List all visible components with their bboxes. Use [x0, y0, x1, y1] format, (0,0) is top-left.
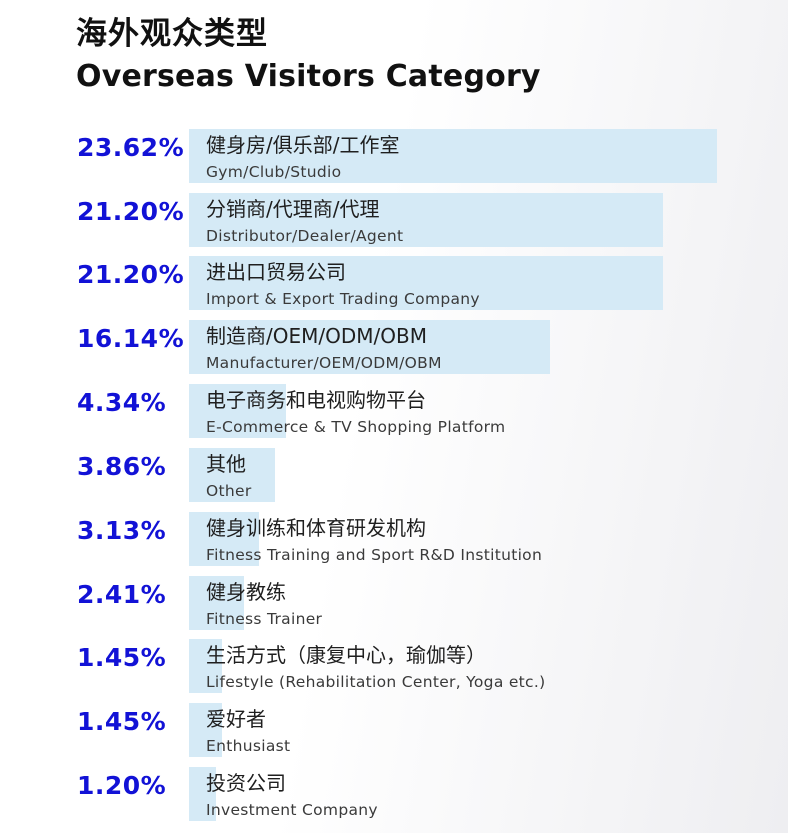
category-label-en: Manufacturer/OEM/ODM/OBM	[206, 354, 442, 372]
bar-row: 21.20% 分销商/代理商/代理 Distributor/Dealer/Age…	[0, 193, 788, 247]
bar	[189, 256, 663, 310]
category-label-zh: 进出口贸易公司	[206, 260, 346, 284]
percent-value: 1.45%	[77, 643, 167, 672]
bar-row: 4.34% 电子商务和电视购物平台 E-Commerce & TV Shoppi…	[0, 384, 788, 438]
bar	[189, 129, 717, 183]
bar-row: 23.62% 健身房/俱乐部/工作室 Gym/Club/Studio	[0, 129, 788, 183]
percent-value: 1.45%	[77, 707, 167, 736]
bar	[189, 512, 259, 566]
bar	[189, 576, 244, 630]
bar	[189, 703, 222, 757]
category-label-zh: 其他	[206, 452, 246, 476]
category-label-zh: 制造商/OEM/ODM/OBM	[206, 324, 427, 348]
bar	[189, 767, 216, 821]
category-label-zh: 生活方式（康复中心，瑜伽等）	[206, 643, 486, 667]
category-label-zh: 投资公司	[206, 771, 286, 795]
bar-row: 1.45% 生活方式（康复中心，瑜伽等） Lifestyle (Rehabili…	[0, 639, 788, 693]
category-label-en: Lifestyle (Rehabilitation Center, Yoga e…	[206, 673, 546, 691]
bar-row: 1.45% 爱好者 Enthusiast	[0, 703, 788, 757]
bar	[189, 639, 222, 693]
category-label-zh: 分销商/代理商/代理	[206, 197, 380, 221]
percent-value: 3.86%	[77, 452, 167, 481]
category-label-en: Import & Export Trading Company	[206, 290, 480, 308]
category-label-zh: 电子商务和电视购物平台	[206, 388, 426, 412]
bar-row: 1.20% 投资公司 Investment Company	[0, 767, 788, 821]
category-label-en: Gym/Club/Studio	[206, 163, 342, 181]
bar	[189, 320, 550, 374]
bar	[189, 448, 275, 502]
category-label-en: Investment Company	[206, 801, 378, 819]
category-label-zh: 健身教练	[206, 580, 286, 604]
percent-value: 1.20%	[77, 771, 167, 800]
percent-value: 4.34%	[77, 388, 167, 417]
category-label-en: E-Commerce & TV Shopping Platform	[206, 418, 506, 436]
category-label-zh: 爱好者	[206, 707, 266, 731]
percent-value: 16.14%	[77, 324, 185, 353]
page-title-zh: 海外观众类型	[76, 16, 268, 52]
bar-row: 2.41% 健身教练 Fitness Trainer	[0, 576, 788, 630]
percent-value: 3.13%	[77, 516, 167, 545]
percent-value: 23.62%	[77, 133, 185, 162]
category-label-en: Fitness Training and Sport R&D Instituti…	[206, 546, 543, 564]
bar-row: 21.20% 进出口贸易公司 Import & Export Trading C…	[0, 256, 788, 310]
bar	[189, 193, 663, 247]
bar-row: 16.14% 制造商/OEM/ODM/OBM Manufacturer/OEM/…	[0, 320, 788, 374]
category-label-zh: 健身训练和体育研发机构	[206, 516, 426, 540]
bar-row: 3.13% 健身训练和体育研发机构 Fitness Training and S…	[0, 512, 788, 566]
category-label-zh: 健身房/俱乐部/工作室	[206, 133, 400, 157]
percent-value: 2.41%	[77, 580, 167, 609]
category-label-en: Distributor/Dealer/Agent	[206, 227, 404, 245]
page-title-en: Overseas Visitors Category	[76, 59, 541, 94]
percent-value: 21.20%	[77, 197, 185, 226]
category-label-en: Enthusiast	[206, 737, 291, 755]
category-label-en: Fitness Trainer	[206, 610, 323, 628]
category-label-en: Other	[206, 482, 252, 500]
percent-value: 21.20%	[77, 260, 185, 289]
bar-row: 3.86% 其他 Other	[0, 448, 788, 502]
bar	[189, 384, 286, 438]
